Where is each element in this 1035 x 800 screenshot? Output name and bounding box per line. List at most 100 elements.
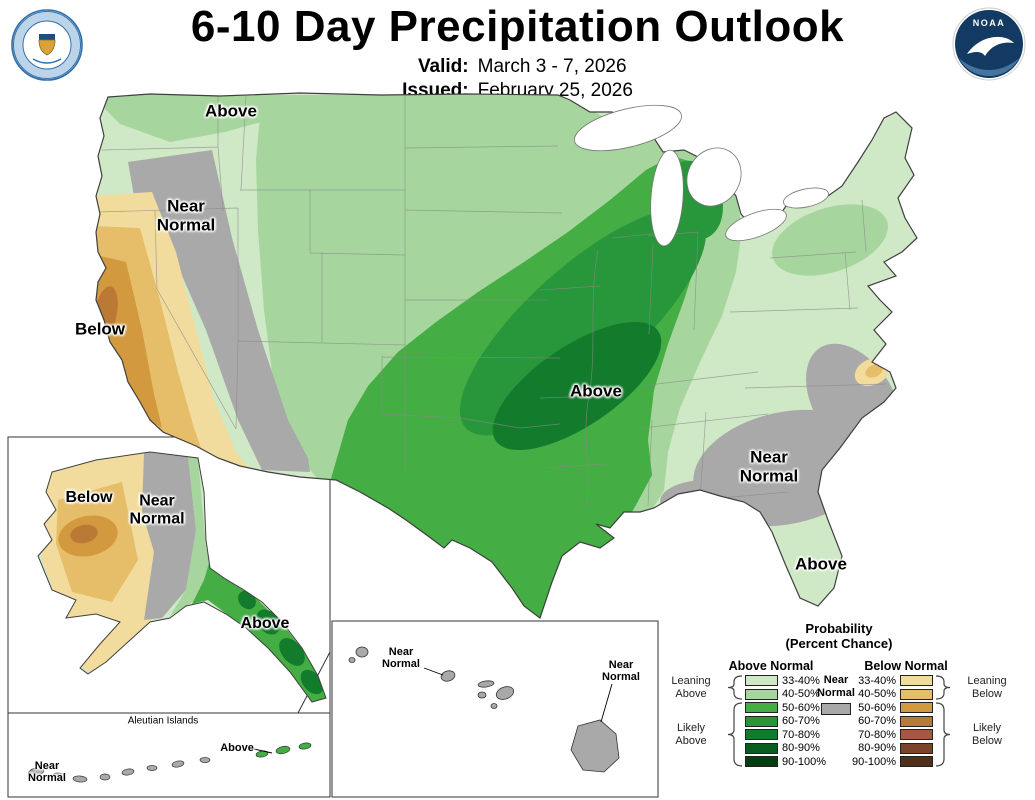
legend-row: 90-100% (846, 755, 933, 769)
legend-range-label: 50-60% (782, 701, 820, 714)
state-boundaries (97, 95, 887, 509)
valid-label: Valid: (417, 56, 469, 77)
legend-above-column: 33-40% 40-50% 50-60% 60-70% 70-80% 80-90… (745, 674, 826, 769)
legend-swatch-above-60-70 (745, 715, 778, 727)
map-label-below-california: Below (74, 319, 126, 339)
aleutian-inset-title: Aleutian Islands (127, 715, 199, 727)
aleutian-label-pointer-line (253, 748, 273, 754)
aleutian-island-green (275, 745, 291, 755)
region-above-60-70 (459, 208, 707, 436)
legend-range-label: 70-80% (858, 728, 896, 741)
region-above-40-50-northwest (104, 93, 270, 142)
island-molokai (477, 680, 495, 688)
legend-swatch-below-90-100 (900, 756, 933, 768)
legend-near-label-line2: Normal (817, 686, 855, 699)
hawaii-islands (348, 646, 620, 773)
region-near-normal-west (128, 150, 310, 472)
aleutian-island (99, 773, 111, 781)
aleutian-inset-box (7, 712, 331, 798)
legend-swatch-above-33-40 (745, 675, 778, 687)
commerce-seal-icon (11, 9, 83, 81)
region-above-40-50-northeast (772, 204, 888, 276)
map-label-below-alaska: Below (65, 489, 113, 507)
map-label-near-normal-west: Near Normal (156, 196, 216, 234)
legend-swatch-below-60-70 (900, 715, 933, 727)
island-kauai (355, 646, 369, 658)
legend: Probability (Percent Chance) Above Norma… (656, 616, 1022, 800)
valid-value: March 3 - 7, 2026 (477, 56, 627, 77)
legend-row: 60-70% (846, 715, 933, 729)
noaa-logo-icon: NOAA (952, 7, 1026, 81)
legend-row: 33-40% (846, 674, 933, 688)
aleutian-island (121, 768, 135, 776)
legend-row: 80-90% (745, 742, 826, 756)
legend-range-label: 60-70% (858, 715, 896, 728)
legend-row: 80-90% (846, 742, 933, 756)
legend-swatch-above-50-60 (745, 702, 778, 714)
island-maui (495, 686, 515, 700)
aleutian-island (171, 760, 185, 768)
legend-range-label: 40-50% (858, 688, 896, 701)
lake-erie (725, 208, 787, 242)
region-above-70-80 (492, 321, 662, 451)
legend-range-label: 90-100% (782, 755, 827, 768)
page-title: 6-10 Day Precipitation Outlook (190, 2, 845, 51)
alaska-map (37, 451, 327, 703)
legend-below-column: 33-40% 40-50% 50-60% 60-70% 70-80% 80-90… (846, 674, 933, 769)
legend-below-header: Below Normal (864, 659, 948, 673)
legend-likely-below: Likely Below (972, 722, 1002, 747)
legend-row: 50-60% (745, 701, 826, 715)
map-label-near-normal-hawaii-1: Near Normal (382, 645, 420, 670)
legend-range-label: 60-70% (782, 715, 820, 728)
legend-swatch-near-normal (821, 703, 851, 716)
aleutian-islands (27, 742, 312, 783)
legend-range-label: 40-50% (782, 688, 820, 701)
legend-likely-above: Likely Above (675, 722, 707, 747)
legend-subtitle: (Percent Chance) (785, 636, 893, 651)
map-label-above-northwest: Above (205, 101, 257, 121)
legend-row: 50-60% (846, 701, 933, 715)
lake-superior (574, 104, 682, 152)
legend-swatch-above-80-90 (745, 742, 778, 754)
map-label-above-alaska: Above (240, 615, 290, 633)
legend-row: 33-40% (745, 674, 826, 688)
legend-range-label: 80-90% (858, 742, 896, 755)
island-kahoolawe (490, 703, 498, 709)
leaning-below-brace-icon (935, 675, 951, 700)
legend-swatch-above-90-100 (745, 756, 778, 768)
aleutian-island (51, 772, 65, 780)
legend-title: Probability (805, 621, 873, 636)
legend-range-label: 70-80% (782, 728, 820, 741)
region-ak-below-60-70 (70, 524, 98, 544)
legend-swatch-above-70-80 (745, 729, 778, 741)
legend-swatch-below-40-50 (900, 688, 933, 700)
legend-leaning-above: Leaning Above (671, 675, 711, 700)
legend-swatch-below-33-40 (900, 675, 933, 687)
legend-range-label: 80-90% (782, 742, 820, 755)
map-label-above-florida: Above (795, 554, 847, 574)
map-label-near-normal-southeast: Near Normal (739, 447, 799, 485)
island-oahu (440, 670, 456, 682)
leaning-above-brace-icon (727, 675, 743, 700)
likely-above-brace-icon (727, 702, 743, 767)
region-ak-above-50-60-panhandle (192, 560, 326, 702)
legend-range-label: 50-60% (858, 701, 896, 714)
legend-swatch-below-50-60 (900, 702, 933, 714)
legend-row: 40-50% (745, 688, 826, 702)
legend-row: 60-70% (745, 715, 826, 729)
map-label-above-aleutian: Above (220, 741, 254, 754)
hawaii-label-pointer-line-2 (600, 683, 613, 723)
map-label-near-normal-hawaii-2: Near Normal (602, 658, 640, 683)
lake-michigan (650, 149, 684, 247)
legend-row: 40-50% (846, 688, 933, 702)
map-label-above-central: Above (570, 381, 622, 401)
island-hawaii-big-island (570, 719, 620, 773)
legend-row: 70-80% (745, 728, 826, 742)
legend-swatch-below-80-90 (900, 742, 933, 754)
aleutian-island (27, 767, 45, 777)
legend-near-normal: Near Normal (802, 674, 870, 716)
legend-near-label-line1: Near (823, 674, 849, 686)
region-ak-near-normal (142, 452, 196, 620)
